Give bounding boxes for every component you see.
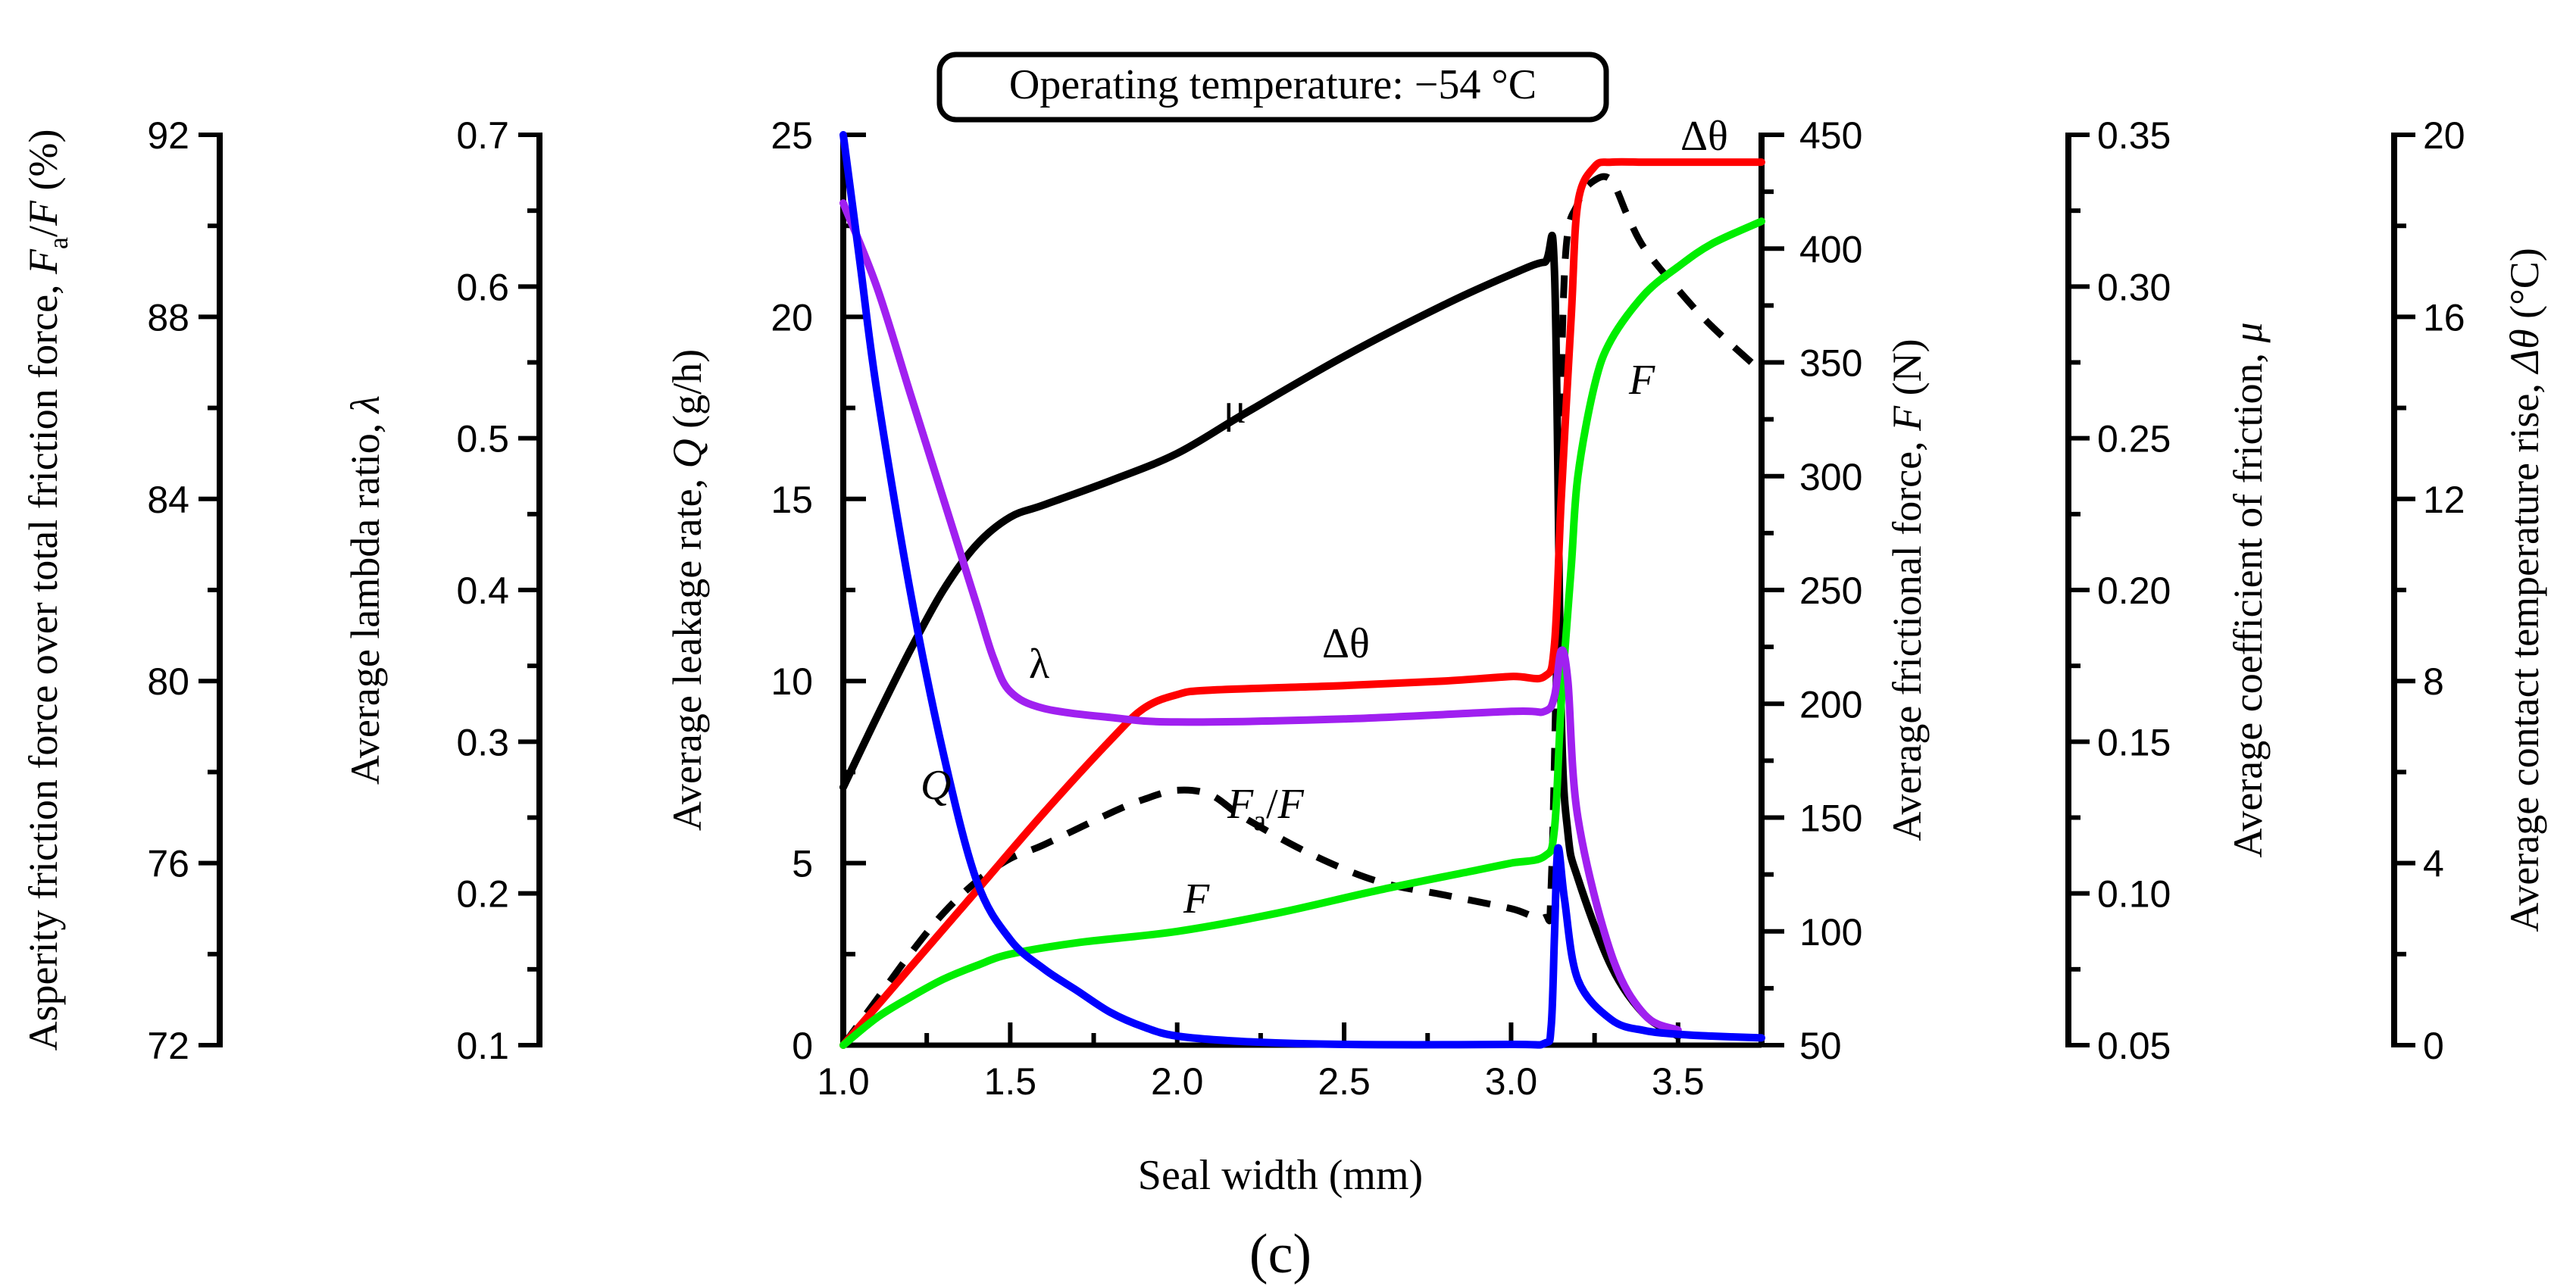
y-tick-label-lambda: 0.7 xyxy=(456,114,509,157)
series-line-lambda xyxy=(839,199,1682,1034)
series-label-mu: μ xyxy=(1224,385,1246,432)
y-tick-label-lambda: 0.5 xyxy=(456,418,509,460)
chart-title: Operating temperature: −54 °C xyxy=(1009,61,1537,108)
y-tick-label-fa: 80 xyxy=(147,660,189,703)
y-tick-label-f: 350 xyxy=(1799,342,1862,385)
y-tick-label-fa: 76 xyxy=(147,843,189,885)
axis-q: 0 5 10 15 20 25 Average leakage rate, Q (g/h) xyxy=(664,114,866,1067)
y-tick-label-q: 10 xyxy=(771,660,813,703)
x-tick-label: 2.5 xyxy=(1318,1060,1371,1103)
y-axis-label-mu: Average coefficient of friction, μ xyxy=(2225,322,2271,857)
y-tick-label-lambda: 0.3 xyxy=(456,721,509,763)
x-tick-label: 3.5 xyxy=(1652,1060,1705,1103)
series-label-dtheta: Δθ xyxy=(1680,113,1728,160)
y-tick-label-f: 300 xyxy=(1799,456,1862,498)
chart-title-box: Operating temperature: −54 °C xyxy=(936,52,1609,123)
y-tick-label-dtheta: 20 xyxy=(2423,114,2465,157)
y-axis-label-lambda: Average lambda ratio, λ xyxy=(342,395,388,785)
y-tick-label-fa: 88 xyxy=(147,296,189,339)
x-tick-label: 1.0 xyxy=(817,1060,870,1103)
series-label-q: Q xyxy=(921,762,951,809)
y-axis-label-f: Average frictional force, F (N) xyxy=(1884,339,1930,841)
y-tick-label-q: 5 xyxy=(792,843,813,885)
axis-dtheta: 0 4 8 12 16 20 Average contact temperature ris… xyxy=(2391,114,2547,1067)
series-label-dtheta: Δθ xyxy=(1322,620,1370,667)
x-axis-label: Seal width (mm) xyxy=(1138,1152,1423,1199)
y-tick-label-f: 100 xyxy=(1799,911,1862,954)
axis-lambda: 0.1 0.2 0.3 0.4 0.5 0.6 0.7 Average lambda rati… xyxy=(342,114,542,1067)
y-tick-label-dtheta: 8 xyxy=(2423,660,2444,703)
y-tick-label-mu: 0.30 xyxy=(2097,266,2171,308)
y-tick-label-f: 150 xyxy=(1799,798,1862,840)
y-tick-label-f: 50 xyxy=(1799,1025,1842,1067)
axis-f: 50 100 150 200 250 300 350 400 450 Average fricti… xyxy=(1758,114,1930,1067)
y-tick-label-mu: 0.25 xyxy=(2097,418,2171,460)
y-tick-label-lambda: 0.1 xyxy=(456,1025,509,1067)
y-tick-label-lambda: 0.6 xyxy=(456,266,509,308)
y-tick-label-dtheta: 12 xyxy=(2423,479,2465,521)
y-tick-label-lambda: 0.2 xyxy=(456,873,509,916)
y-tick-label-q: 15 xyxy=(771,479,813,521)
y-tick-label-dtheta: 16 xyxy=(2423,296,2465,339)
y-tick-label-mu: 0.15 xyxy=(2097,721,2171,763)
axis-fa: 72 76 80 84 88 92 Asperity friction force over… xyxy=(20,114,223,1067)
figure-label: (c) xyxy=(1249,1223,1311,1285)
series-line-f xyxy=(839,217,1765,1049)
y-tick-label-fa: 92 xyxy=(147,114,189,157)
x-tick-label: 2.0 xyxy=(1151,1060,1204,1103)
y-axis-label-fa: Asperity friction force over total frict… xyxy=(20,129,73,1050)
y-tick-label-mu: 0.35 xyxy=(2097,114,2171,157)
series-label-lambda: λ xyxy=(1029,641,1049,688)
y-tick-label-mu: 0.10 xyxy=(2097,873,2171,916)
series-label-fa: Fa/F xyxy=(1227,781,1305,837)
series-line-dtheta xyxy=(839,158,1765,1049)
chart-title-frame xyxy=(936,52,1609,123)
y-tick-label-q: 0 xyxy=(792,1025,813,1067)
y-tick-label-q: 20 xyxy=(771,296,813,339)
y-tick-label-mu: 0.20 xyxy=(2097,570,2171,612)
axis-mu: 0.05 0.10 0.15 0.20 0.25 0.30 0.35 Average coef… xyxy=(2065,114,2271,1067)
y-axis-label-q: Average leakage rate, Q (g/h) xyxy=(664,349,710,831)
y-tick-label-mu: 0.05 xyxy=(2097,1025,2171,1067)
x-tick-label: 3.0 xyxy=(1485,1060,1538,1103)
series-label-f: F xyxy=(1628,357,1655,404)
y-tick-label-f: 250 xyxy=(1799,570,1862,612)
y-tick-label-q: 25 xyxy=(771,114,813,157)
series-line-q xyxy=(839,131,1765,1049)
y-tick-label-lambda: 0.4 xyxy=(456,570,509,612)
y-tick-label-dtheta: 4 xyxy=(2423,843,2444,885)
y-tick-label-f: 400 xyxy=(1799,228,1862,270)
series-line-fa xyxy=(840,173,1765,1047)
y-tick-label-fa: 72 xyxy=(147,1025,189,1067)
y-tick-label-dtheta: 0 xyxy=(2423,1025,2444,1067)
y-axis-label-dtheta: Average contact temperature rise, Δθ (°C… xyxy=(2502,248,2547,932)
y-tick-label-fa: 84 xyxy=(147,479,189,521)
series-label-f: F xyxy=(1183,876,1210,922)
y-tick-label-f: 450 xyxy=(1799,114,1862,157)
y-tick-label-f: 200 xyxy=(1799,683,1862,726)
x-tick-label: 1.5 xyxy=(984,1060,1037,1103)
